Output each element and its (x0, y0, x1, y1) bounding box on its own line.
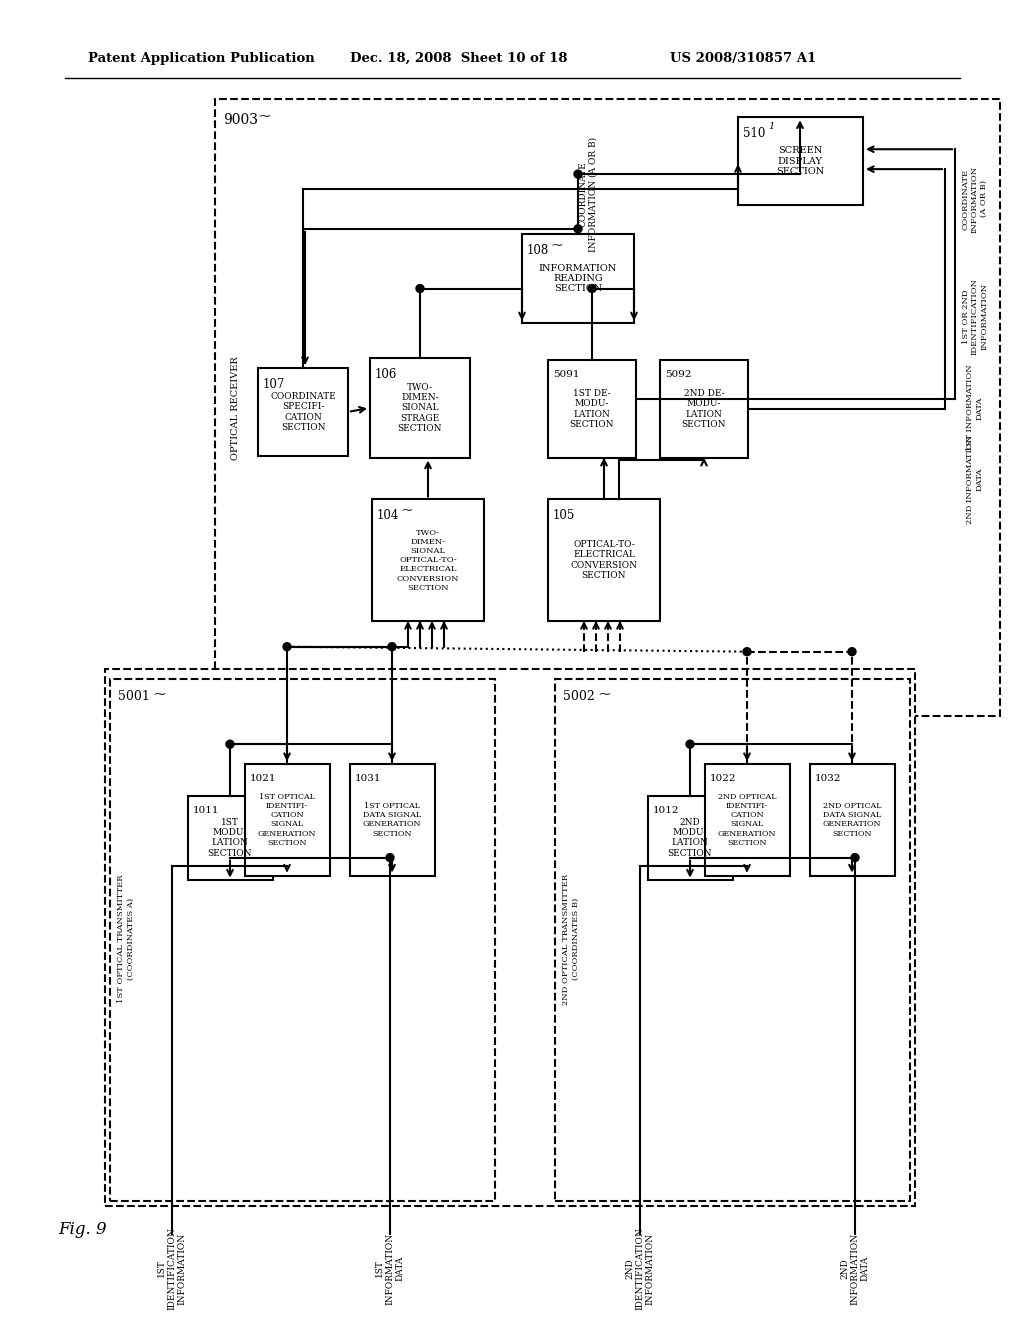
FancyBboxPatch shape (660, 360, 748, 458)
FancyBboxPatch shape (548, 499, 660, 620)
Circle shape (416, 285, 424, 293)
Circle shape (386, 854, 394, 862)
Text: 2ND OPTICAL TRANSMITTER
(COORDINATES B): 2ND OPTICAL TRANSMITTER (COORDINATES B) (562, 874, 580, 1005)
Circle shape (283, 643, 291, 651)
Text: 5091: 5091 (553, 370, 580, 379)
Text: Fig. 9: Fig. 9 (58, 1221, 106, 1238)
Text: 2ND DE-
MODU-
LATION
SECTION: 2ND DE- MODU- LATION SECTION (682, 389, 726, 429)
Text: 105: 105 (553, 510, 575, 523)
Circle shape (574, 224, 582, 232)
Text: 1ST OPTICAL TRANSMITTER
(COORDINATES A): 1ST OPTICAL TRANSMITTER (COORDINATES A) (118, 875, 134, 1003)
FancyBboxPatch shape (350, 764, 435, 875)
FancyBboxPatch shape (372, 499, 484, 620)
Text: ~: ~ (152, 685, 166, 702)
Circle shape (743, 648, 751, 656)
Text: 1ST OR 2ND
IDENTIFICATION
INFORMATION: 1ST OR 2ND IDENTIFICATION INFORMATION (962, 279, 988, 355)
FancyBboxPatch shape (370, 358, 470, 458)
FancyBboxPatch shape (258, 368, 348, 455)
Text: Patent Application Publication: Patent Application Publication (88, 51, 314, 65)
FancyBboxPatch shape (548, 360, 636, 458)
Text: COORDINATE
INFORMATION (A OR B): COORDINATE INFORMATION (A OR B) (579, 136, 598, 252)
Text: 2ND OPTICAL
DATA SIGNAL
GENERATION
SECTION: 2ND OPTICAL DATA SIGNAL GENERATION SECTI… (822, 803, 882, 838)
Text: OPTICAL-TO-
ELECTRICAL
CONVERSION
SECTION: OPTICAL-TO- ELECTRICAL CONVERSION SECTIO… (570, 540, 638, 581)
Circle shape (851, 854, 859, 862)
FancyBboxPatch shape (555, 678, 910, 1201)
Text: 107: 107 (263, 378, 286, 391)
Text: TWO-
DIMEN-
SIONAL
OPTICAL-TO-
ELECTRICAL
CONVERSION
SECTION: TWO- DIMEN- SIONAL OPTICAL-TO- ELECTRICA… (396, 528, 459, 591)
Text: INFORMATION
READING
SECTION: INFORMATION READING SECTION (539, 264, 617, 293)
FancyBboxPatch shape (105, 668, 915, 1206)
FancyBboxPatch shape (648, 796, 733, 880)
Text: ~: ~ (597, 685, 611, 702)
Text: 1ST OPTICAL
IDENTIFI-
CATION
SIGNAL
GENERATION
SECTION: 1ST OPTICAL IDENTIFI- CATION SIGNAL GENE… (258, 793, 316, 847)
Circle shape (848, 648, 856, 656)
Circle shape (226, 741, 234, 748)
Text: COORDINATE
SPECIFI-
CATION
SECTION: COORDINATE SPECIFI- CATION SECTION (270, 392, 336, 432)
FancyBboxPatch shape (810, 764, 895, 875)
Circle shape (588, 285, 596, 293)
Text: Dec. 18, 2008  Sheet 10 of 18: Dec. 18, 2008 Sheet 10 of 18 (350, 51, 567, 65)
Text: 1021: 1021 (250, 774, 276, 783)
Circle shape (574, 170, 582, 178)
Text: 1ST OPTICAL
DATA SIGNAL
GENERATION
SECTION: 1ST OPTICAL DATA SIGNAL GENERATION SECTI… (362, 803, 421, 838)
Text: 2ND
MODU-
LATION
SECTION: 2ND MODU- LATION SECTION (668, 817, 713, 858)
Text: 1022: 1022 (710, 774, 736, 783)
Text: 1ST INFORMATION
DATA: 1ST INFORMATION DATA (967, 364, 984, 451)
Text: ~: ~ (400, 504, 413, 519)
Text: 5002: 5002 (563, 690, 595, 704)
Text: 1011: 1011 (193, 807, 219, 814)
Text: TWO-
DIMEN-
SIONAL
STRAGE
SECTION: TWO- DIMEN- SIONAL STRAGE SECTION (397, 383, 442, 433)
Text: 104: 104 (377, 510, 399, 523)
Text: 2ND OPTICAL
IDENTIFI-
CATION
SIGNAL
GENERATION
SECTION: 2ND OPTICAL IDENTIFI- CATION SIGNAL GENE… (718, 793, 776, 847)
FancyBboxPatch shape (738, 117, 863, 205)
Text: 1031: 1031 (355, 774, 382, 783)
Text: 106: 106 (375, 368, 397, 381)
Text: 1: 1 (768, 123, 774, 132)
Text: 2ND
INFORMATION
DATA: 2ND INFORMATION DATA (840, 1233, 870, 1304)
FancyBboxPatch shape (245, 764, 330, 875)
Text: 1ST DE-
MODU-
LATION
SECTION: 1ST DE- MODU- LATION SECTION (569, 389, 614, 429)
Text: 2ND INFORMATION
DATA: 2ND INFORMATION DATA (967, 436, 984, 524)
FancyBboxPatch shape (110, 678, 495, 1201)
Text: US 2008/310857 A1: US 2008/310857 A1 (670, 51, 816, 65)
Text: 5092: 5092 (665, 370, 691, 379)
Text: 9003: 9003 (223, 114, 258, 128)
Text: OPTICAL RECEIVER: OPTICAL RECEIVER (230, 356, 240, 459)
Circle shape (686, 741, 694, 748)
Text: SCREEN
DISPLAY
SECTION: SCREEN DISPLAY SECTION (776, 147, 824, 176)
Text: 1032: 1032 (815, 774, 842, 783)
Text: 1ST
INFORMATION
DATA: 1ST INFORMATION DATA (375, 1233, 404, 1304)
FancyBboxPatch shape (705, 764, 790, 875)
Text: 510: 510 (743, 127, 765, 140)
Text: ~: ~ (257, 107, 271, 124)
Text: 108: 108 (527, 244, 549, 257)
Text: ~: ~ (550, 239, 563, 252)
Text: 5001: 5001 (118, 690, 150, 704)
Text: 1012: 1012 (653, 807, 680, 814)
FancyBboxPatch shape (522, 234, 634, 323)
Text: 2ND
IDENTIFICATION
INFORMATION: 2ND IDENTIFICATION INFORMATION (625, 1228, 655, 1309)
Circle shape (388, 643, 396, 651)
Text: 1ST
IDENTIFICATION
INFORMATION: 1ST IDENTIFICATION INFORMATION (157, 1228, 187, 1309)
Text: 1ST
MODU-
LATION
SECTION: 1ST MODU- LATION SECTION (208, 817, 252, 858)
Text: COORDINATE
INFORMATION
(A OR B): COORDINATE INFORMATION (A OR B) (962, 165, 988, 232)
FancyBboxPatch shape (188, 796, 273, 880)
FancyBboxPatch shape (215, 99, 1000, 717)
